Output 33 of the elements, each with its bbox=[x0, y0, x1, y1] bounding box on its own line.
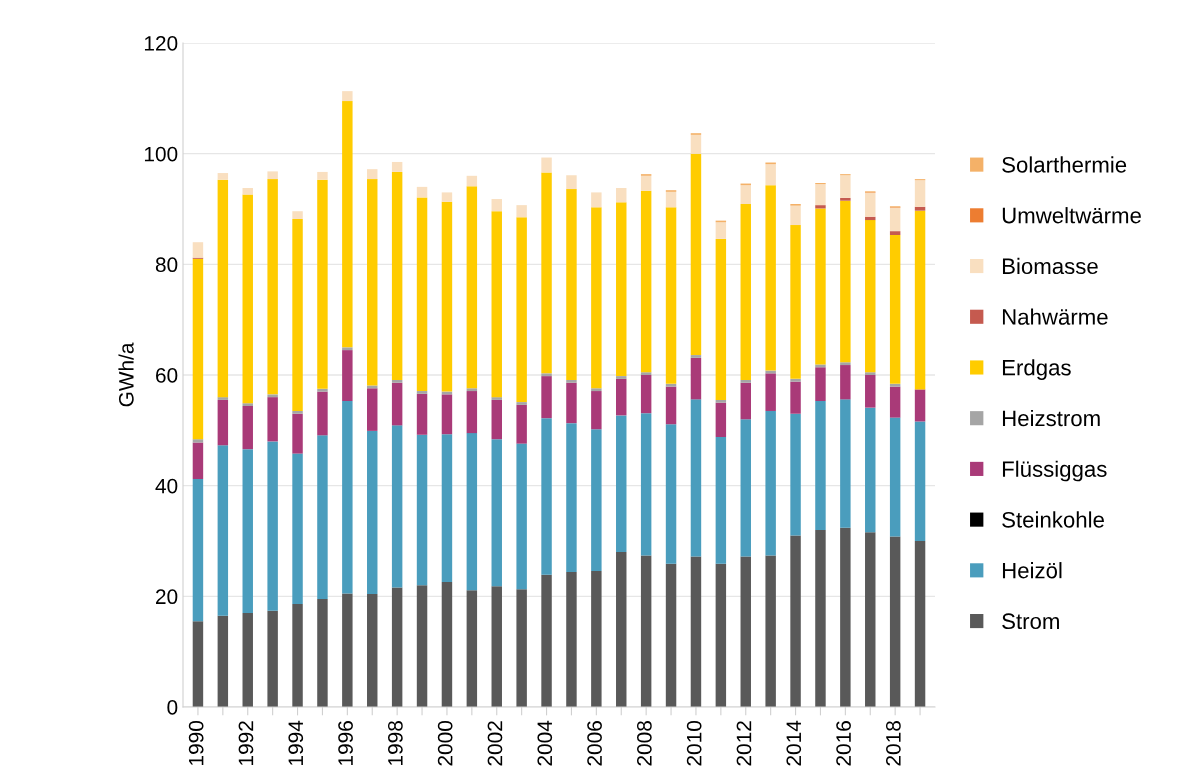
legend-label: Umweltwärme bbox=[1002, 207, 1141, 224]
x-tick-label: 2014 bbox=[786, 720, 802, 766]
legend-label: Heizöl bbox=[1002, 562, 1062, 579]
x-tick-label: 2018 bbox=[886, 721, 901, 766]
x-tick-label: 1996 bbox=[338, 721, 353, 765]
x-tick-label: 2000 bbox=[437, 721, 453, 766]
x-tick-label: 2012 bbox=[736, 721, 752, 766]
y-tick-label: 60 bbox=[156, 368, 178, 383]
y-tick-label: 40 bbox=[155, 478, 178, 494]
y-axis-title: GWh/a bbox=[118, 342, 134, 407]
y-tick-label: 0 bbox=[167, 700, 178, 715]
legend-label: Steinkohle bbox=[1002, 511, 1104, 528]
x-tick-label: 1992 bbox=[238, 721, 254, 765]
y-tick-label: 20 bbox=[156, 589, 178, 605]
x-tick-label: 1990 bbox=[188, 721, 204, 765]
legend-label: Erdgas bbox=[1002, 359, 1071, 380]
legend-label: Solarthermie bbox=[1002, 156, 1127, 173]
legend-label: Nahwärme bbox=[1002, 308, 1108, 325]
legend-label: Strom bbox=[1002, 613, 1059, 630]
x-tick-label: 2016 bbox=[836, 721, 851, 766]
x-tick-label: 2004 bbox=[537, 720, 553, 766]
x-tick-label: 2010 bbox=[686, 721, 702, 766]
x-tick-label: 2008 bbox=[636, 721, 652, 766]
x-tick-label: 1998 bbox=[387, 721, 403, 765]
legend-label: Heizstrom bbox=[1002, 409, 1100, 427]
x-tick-label: 2006 bbox=[587, 721, 602, 766]
legend-label: Biomasse bbox=[1002, 257, 1098, 275]
legend-label: Flüssiggas bbox=[1002, 460, 1107, 482]
x-tick-label: 1994 bbox=[288, 720, 304, 765]
y-tick-label: 100 bbox=[144, 146, 178, 162]
x-tick-label: 2002 bbox=[487, 721, 503, 766]
y-tick-label: 80 bbox=[155, 257, 178, 273]
y-tick-label: 120 bbox=[144, 36, 178, 51]
